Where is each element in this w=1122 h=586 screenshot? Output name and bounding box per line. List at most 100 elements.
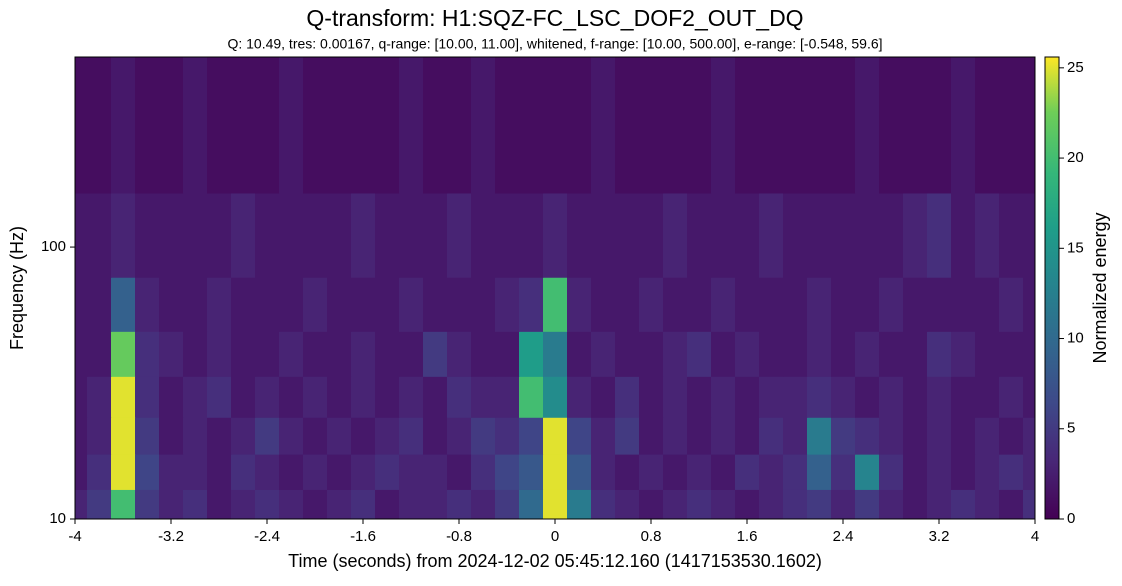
heatmap-cell <box>183 417 208 455</box>
heatmap-cell <box>951 454 976 490</box>
heatmap-cell <box>975 376 1000 418</box>
heatmap-cell <box>951 376 976 418</box>
heatmap-cell <box>375 57 400 194</box>
heatmap-cell <box>567 376 592 418</box>
heatmap-cell <box>975 57 1000 194</box>
heatmap-cell <box>87 489 112 519</box>
heatmap-cell <box>135 454 160 490</box>
heatmap-cell <box>543 57 568 194</box>
heatmap-cell <box>615 192 640 278</box>
heatmap-cell <box>567 417 592 455</box>
heatmap-cell <box>831 192 856 278</box>
heatmap-cell <box>447 192 472 278</box>
heatmap-cell <box>951 331 976 377</box>
heatmap-cell <box>87 454 112 490</box>
heatmap-cell <box>831 454 856 490</box>
heatmap-cell <box>327 277 352 332</box>
heatmap-cell <box>903 417 928 455</box>
heatmap-cell <box>687 57 712 194</box>
heatmap-cell <box>255 376 280 418</box>
heatmap-cell <box>399 57 424 194</box>
heatmap-cell <box>975 331 1000 377</box>
heatmap-cell <box>495 376 520 418</box>
heatmap-cell <box>639 454 664 490</box>
heatmap-cell <box>255 454 280 490</box>
heatmap-cell <box>663 417 688 455</box>
heatmap-cell <box>639 489 664 519</box>
heatmap-cell <box>183 277 208 332</box>
heatmap-cell <box>231 331 256 377</box>
heatmap-cell <box>87 376 112 418</box>
x-tick-label: 0.8 <box>641 528 662 545</box>
heatmap-cell <box>975 277 1000 332</box>
heatmap-cell <box>1023 192 1035 278</box>
heatmap-cell <box>783 192 808 278</box>
heatmap-cell <box>615 331 640 377</box>
heatmap-cell <box>711 489 736 519</box>
heatmap-cell <box>351 489 376 519</box>
heatmap-cell <box>567 192 592 278</box>
heatmap-cell <box>399 417 424 455</box>
heatmap <box>75 57 1035 519</box>
heatmap-cell <box>855 417 880 455</box>
heatmap-cell <box>471 57 496 194</box>
heatmap-cell <box>519 331 544 377</box>
heatmap-cell <box>375 454 400 490</box>
heatmap-cell <box>879 57 904 194</box>
heatmap-cell <box>735 489 760 519</box>
heatmap-cell <box>783 57 808 194</box>
heatmap-cell <box>903 331 928 377</box>
heatmap-cell <box>951 417 976 455</box>
heatmap-cell <box>567 489 592 519</box>
heatmap-cell <box>135 331 160 377</box>
heatmap-cell <box>903 192 928 278</box>
heatmap-cell <box>159 192 184 278</box>
heatmap-cell <box>279 454 304 490</box>
heatmap-cell <box>591 376 616 418</box>
heatmap-cell <box>687 417 712 455</box>
heatmap-cell <box>231 277 256 332</box>
heatmap-cell <box>855 192 880 278</box>
heatmap-cell <box>711 376 736 418</box>
heatmap-cell <box>999 277 1024 332</box>
heatmap-cell <box>207 454 232 490</box>
heatmap-cell <box>519 277 544 332</box>
heatmap-cell <box>75 489 88 519</box>
heatmap-cell <box>807 417 832 455</box>
heatmap-cell <box>615 376 640 418</box>
heatmap-cell <box>927 376 952 418</box>
x-tick-label: -3.2 <box>158 528 184 545</box>
x-tick-label: -0.8 <box>446 528 472 545</box>
heatmap-cell <box>519 57 544 194</box>
heatmap-cell <box>231 417 256 455</box>
heatmap-cell <box>1023 417 1035 455</box>
heatmap-cell <box>279 277 304 332</box>
heatmap-cell <box>183 489 208 519</box>
heatmap-cell <box>423 277 448 332</box>
heatmap-cell <box>183 57 208 194</box>
heatmap-cell <box>399 376 424 418</box>
heatmap-cell <box>207 277 232 332</box>
x-axis-label: Time (seconds) from 2024-12-02 05:45:12.… <box>288 551 822 571</box>
heatmap-cell <box>735 376 760 418</box>
heatmap-cell <box>375 277 400 332</box>
heatmap-cell <box>471 376 496 418</box>
heatmap-cell <box>999 192 1024 278</box>
heatmap-cell <box>399 192 424 278</box>
colorbar-tick-label: 25 <box>1067 59 1084 76</box>
heatmap-cell <box>183 454 208 490</box>
heatmap-cell <box>735 277 760 332</box>
heatmap-cell <box>639 331 664 377</box>
heatmap-cell <box>879 417 904 455</box>
heatmap-cell <box>399 489 424 519</box>
heatmap-cell <box>999 417 1024 455</box>
heatmap-cell <box>423 331 448 377</box>
heatmap-cell <box>183 331 208 377</box>
heatmap-cell <box>975 192 1000 278</box>
heatmap-cell <box>471 417 496 455</box>
heatmap-cell <box>663 489 688 519</box>
heatmap-cell <box>159 331 184 377</box>
heatmap-cell <box>831 489 856 519</box>
heatmap-cell <box>111 277 136 332</box>
